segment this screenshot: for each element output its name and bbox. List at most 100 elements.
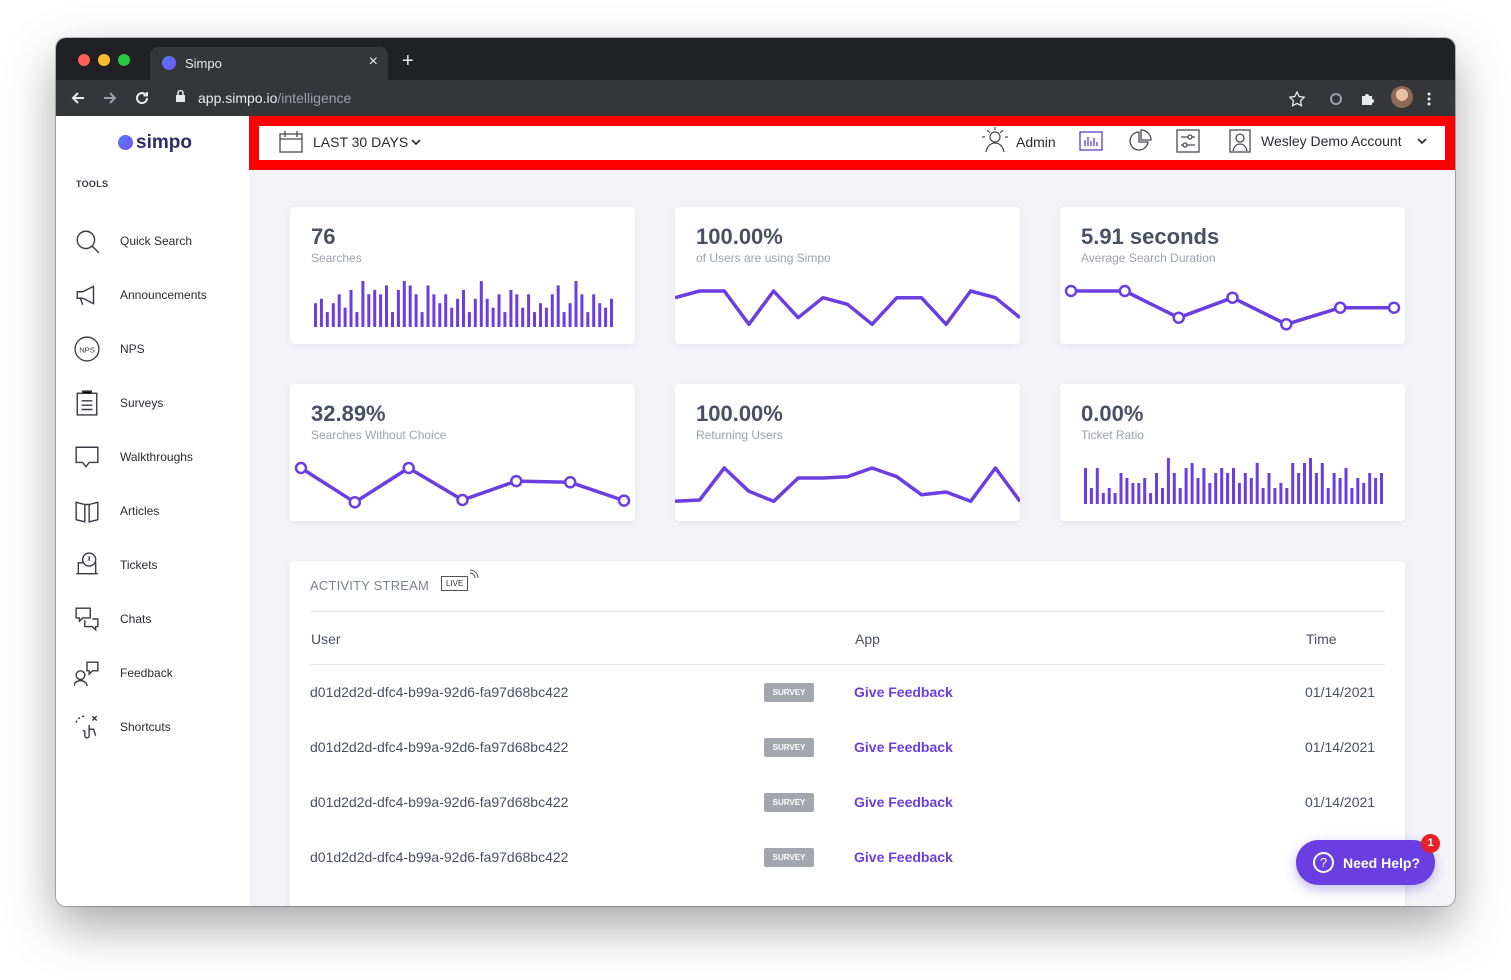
metric-card[interactable]: 32.89% Searches Without Choice (290, 384, 635, 521)
profile-avatar[interactable] (1391, 86, 1413, 108)
spark-bar (467, 312, 471, 327)
spark-bar (462, 289, 465, 327)
sidebar-item-label: Chats (120, 612, 152, 626)
sidebar-item-quick-search[interactable]: Quick Search (74, 224, 244, 260)
row-app-link[interactable]: Give Feedback (854, 794, 953, 810)
simpo-favicon-icon (162, 56, 176, 70)
sidebar-item-tickets[interactable]: Tickets (74, 548, 244, 584)
spark-bar (1161, 488, 1164, 504)
table-row[interactable]: d01d2d2d-dfc4-b99a-92d6-fa97d68bc422 SURV… (290, 848, 1405, 904)
new-tab-button[interactable]: + (402, 50, 414, 72)
row-app-link[interactable]: Give Feedback (854, 849, 953, 865)
spark-bar (1184, 468, 1188, 504)
need-help-button[interactable]: ? Need Help? 1 (1296, 834, 1440, 885)
metric-card[interactable]: 100.00% Returning Users (675, 384, 1020, 521)
spark-point (1118, 284, 1132, 298)
extension-sync-icon[interactable] (1328, 91, 1344, 107)
spark-bar (1320, 463, 1324, 504)
sidebar-item-nps[interactable]: NPS NPS (74, 332, 244, 368)
spark-bar (1344, 468, 1348, 504)
metric-value: 100.00% (696, 224, 783, 249)
sidebar-item-label: Tickets (120, 558, 158, 572)
browser-toolbar: app.simpo.io/intelligence (56, 80, 1455, 116)
metric-label: Returning Users (696, 428, 783, 442)
spark-bar (367, 294, 371, 327)
spark-point (402, 461, 415, 475)
sparkline-chart (675, 289, 1020, 327)
metric-card[interactable]: 76 Searches (290, 207, 635, 344)
spark-point (563, 476, 577, 489)
sidebar-item-label: Announcements (120, 288, 207, 302)
spark-line (675, 289, 1020, 327)
pie-chart-icon[interactable] (1128, 129, 1152, 153)
live-signal-icon (469, 569, 479, 579)
sparkline-chart (675, 466, 1020, 504)
reload-icon[interactable] (134, 90, 150, 106)
settings-sliders-icon[interactable] (1176, 129, 1200, 153)
sidebar-item-announcements[interactable]: Announcements (74, 278, 244, 314)
sidebar-item-chats[interactable]: Chats (74, 602, 244, 638)
sidebar-item-shortcuts[interactable]: Shortcuts (74, 710, 244, 746)
bookmark-star-icon[interactable] (1289, 91, 1305, 107)
spark-bar (432, 294, 436, 327)
close-window-button[interactable] (78, 54, 90, 66)
sidebar-item-articles[interactable]: Articles (74, 494, 244, 530)
spark-bar (373, 289, 377, 327)
svg-text:NPS: NPS (79, 345, 95, 354)
forward-icon[interactable] (102, 90, 118, 106)
spark-bar (385, 285, 388, 327)
extensions-puzzle-icon[interactable] (1360, 91, 1376, 107)
spark-bar (604, 307, 608, 327)
address-bar[interactable]: app.simpo.io/intelligence (164, 84, 1324, 112)
spark-bar (610, 298, 613, 327)
admin-link[interactable]: Admin (1016, 134, 1056, 150)
spark-bar (491, 307, 495, 327)
activity-stream-title: ACTIVITY STREAM (310, 578, 430, 593)
sparkline-chart (1064, 284, 1401, 331)
metric-label: Searches (311, 251, 362, 265)
back-icon[interactable] (70, 90, 86, 106)
minimize-window-button[interactable] (98, 54, 110, 66)
row-app-link[interactable]: Give Feedback (854, 739, 953, 755)
table-row[interactable]: d01d2d2d-dfc4-b99a-92d6-fa97d68bc422 SURV… (290, 738, 1405, 794)
sidebar-item-feedback[interactable]: Feedback (74, 656, 244, 692)
account-chevron-down-icon[interactable] (1417, 138, 1427, 145)
spark-bar (1326, 488, 1330, 504)
metric-card[interactable]: 5.91 seconds Average Search Duration (1060, 207, 1405, 344)
date-range-label: LAST 30 DAYS (313, 134, 409, 150)
row-user-id: d01d2d2d-dfc4-b99a-92d6-fa97d68bc422 (310, 739, 569, 755)
row-user-id: d01d2d2d-dfc4-b99a-92d6-fa97d68bc422 (310, 684, 569, 700)
spark-point (456, 493, 469, 507)
close-tab-icon[interactable]: × (368, 53, 378, 70)
table-row[interactable]: d01d2d2d-dfc4-b99a-92d6-fa97d68bc422 SURV… (290, 683, 1405, 739)
metric-label: Average Search Duration (1081, 251, 1216, 265)
metric-label: of Users are using Simpo (696, 251, 831, 265)
spark-bar (1314, 473, 1318, 504)
menu-kebab-icon[interactable] (1426, 91, 1432, 107)
chevron-down-icon (411, 139, 421, 146)
sidebar-item-walkthroughs[interactable]: Walkthroughs (74, 440, 244, 476)
top-bar: LAST 30 DAYS Admin Wesley Demo Account (249, 116, 1455, 170)
bar-chart-icon[interactable] (1079, 131, 1103, 151)
spark-bar (1155, 473, 1158, 504)
brand-logo[interactable]: simpo (118, 132, 192, 154)
spark-bar (1125, 478, 1129, 504)
row-app-link[interactable]: Give Feedback (854, 684, 953, 700)
question-icon: ? (1313, 852, 1334, 873)
spark-bar (444, 294, 448, 327)
spark-bar (420, 312, 424, 327)
browser-tab[interactable]: Simpo × (150, 47, 388, 80)
nps-icon: NPS (74, 336, 100, 362)
maximize-window-button[interactable] (118, 54, 130, 66)
spark-point (1064, 284, 1078, 298)
table-row[interactable]: d01d2d2d-dfc4-b99a-92d6-fa97d68bc422 SURV… (290, 793, 1405, 849)
account-menu[interactable]: Wesley Demo Account (1261, 133, 1402, 149)
sidebar-item-surveys[interactable]: Surveys (74, 386, 244, 422)
spark-bar (497, 294, 501, 327)
calendar-icon (279, 131, 303, 153)
metric-card[interactable]: 100.00% of Users are using Simpo (675, 207, 1020, 344)
spark-bar (1303, 463, 1306, 504)
row-time: 01/14/2021 (1305, 684, 1376, 700)
simpo-logo-icon (118, 135, 133, 150)
metric-card[interactable]: 0.00% Ticket Ratio (1060, 384, 1405, 521)
